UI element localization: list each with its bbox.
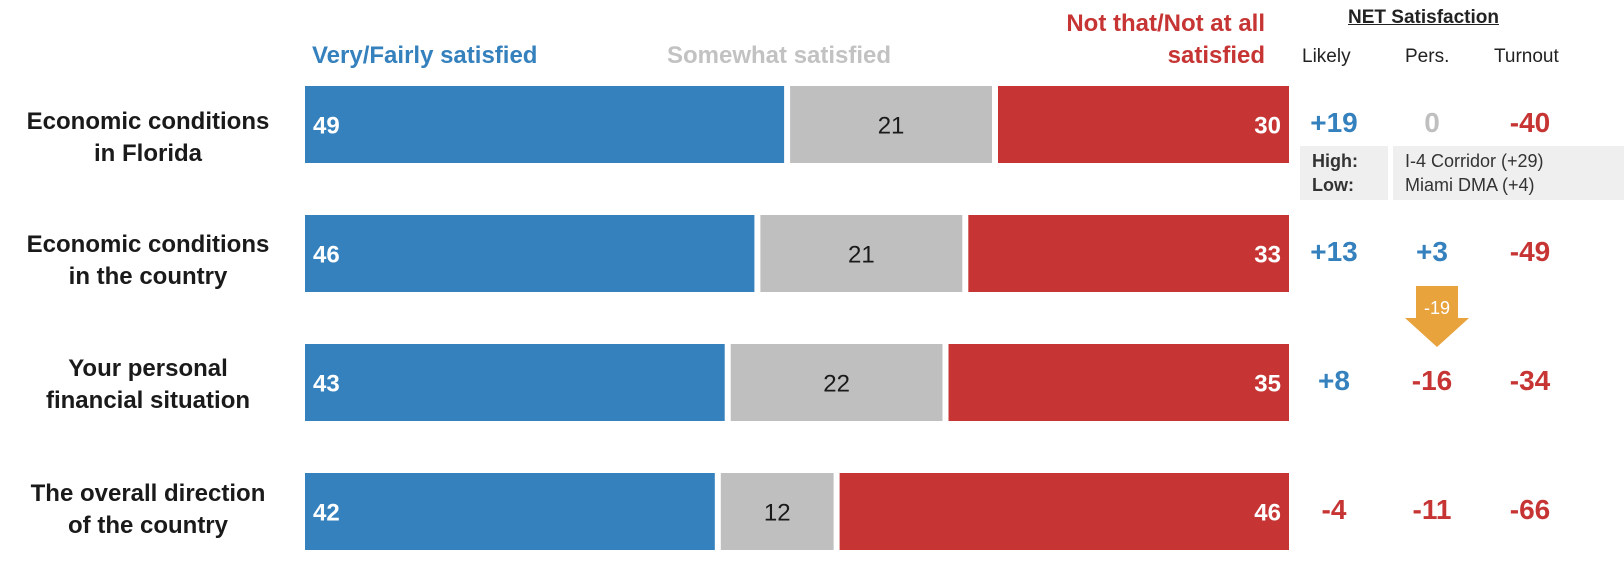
net-col-turnout: Turnout [1494,46,1559,67]
category-label-2-line-1: Economic conditions [26,231,270,258]
bar-value-label: 46 [313,242,340,269]
category-label-4-line-1: The overall direction [30,480,266,507]
bar-value-label: 42 [313,500,340,527]
bar-value-label: 46 [1254,500,1281,527]
bar-segment [730,344,943,421]
legend-somewhat: Somewhat satisfied [667,42,892,69]
high-low-label-box [1300,146,1388,200]
low-value: Miami DMA (+4) [1405,175,1535,195]
bar-value-label: 30 [1254,113,1281,140]
bar-segment [720,473,834,550]
bar-segment [305,344,725,421]
net-col-likely: Likely [1302,46,1351,67]
bar-value-label: 43 [313,371,340,398]
down-arrow-icon [1405,286,1469,347]
category-label-3-line-2: financial situation [45,387,251,414]
category-label-1: Economic conditions in Florida [0,106,296,170]
net-satisfaction-title: NET Satisfaction [1348,7,1499,28]
bar-segment [790,86,992,163]
category-label-3-line-1: Your personal [68,355,228,382]
bar-segment [839,473,1289,550]
high-value: I-4 Corridor (+29) [1405,151,1544,171]
bar-value-label: 33 [1254,242,1281,269]
bar-value-label: 21 [878,113,905,140]
bar-segment [305,86,785,163]
bar-value-label: 22 [823,371,850,398]
category-label-1-line-1: Economic conditions [26,108,270,135]
bar-segment [760,215,963,292]
bar-value-label: 35 [1254,371,1281,398]
bar-segment [948,344,1289,421]
net-value: -40 [1509,107,1551,138]
high-low-value-box [1393,146,1624,200]
net-value: +13 [1310,236,1358,267]
bar-segment [305,473,715,550]
net-col-pers: Pers. [1405,46,1450,67]
low-label: Low: [1312,175,1354,195]
bar-segment [968,215,1289,292]
net-value: +19 [1310,107,1358,138]
legend-not-satisfied: Not that/Not at all satisfied [1000,8,1265,72]
net-value: -34 [1509,365,1551,396]
bar-value-label: 12 [764,500,791,527]
bar-segment [305,215,755,292]
net-value: -11 [1412,494,1452,525]
legend-very-fairly: Very/Fairly satisfied [312,42,538,69]
bar-value-label: 21 [848,242,875,269]
bar-value-label: 49 [313,113,340,140]
change-marker-label: -19 [1423,298,1450,318]
net-value: -66 [1509,494,1551,525]
category-label-2-line-2: in the country [68,263,228,290]
category-label-4: The overall direction of the country [0,478,296,542]
legend-not-satisfied-line-1: Not that/Not at all [1066,10,1265,37]
legend-not-satisfied-line-2: satisfied [1167,42,1265,69]
category-label-3: Your personal financial situation [0,353,296,417]
net-value: -4 [1321,494,1347,525]
net-value: -16 [1411,365,1453,396]
bar-segment [998,86,1289,163]
category-label-4-line-2: of the country [68,512,228,539]
net-value: 0 [1424,107,1440,138]
category-label-2: Economic conditions in the country [0,229,296,293]
high-label: High: [1312,151,1358,171]
net-value: +8 [1318,365,1350,396]
category-label-1-line-2: in Florida [94,140,202,167]
net-value: +3 [1416,236,1448,267]
net-value: -49 [1509,236,1551,267]
